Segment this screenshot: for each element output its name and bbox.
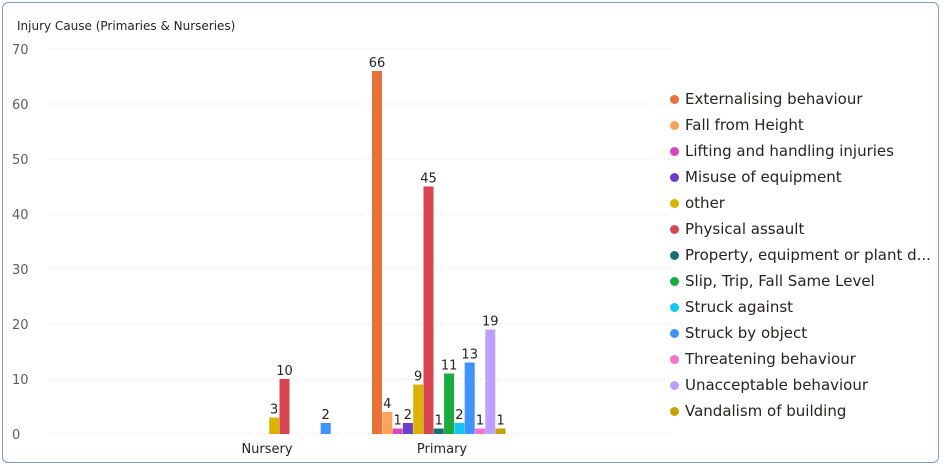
data-label: 2 [455,408,463,423]
y-tick-label: 40 [12,208,29,223]
legend-label: Property, equipment or plant d... [685,246,931,264]
legend-marker [670,146,679,156]
y-tick-label: 0 [12,428,20,443]
bar [392,428,403,434]
legend-item[interactable]: Slip, Trip, Fall Same Level [670,268,931,294]
legend-item[interactable]: Externalising behaviour [670,86,931,112]
y-tick-label: 10 [12,373,29,388]
legend-item[interactable]: Unacceptable behaviour [670,372,931,398]
x-tick-label: Primary [417,442,468,457]
legend: Externalising behaviour Fall from Height L… [670,86,931,424]
legend-label: Externalising behaviour [685,90,863,108]
legend-label: Struck against [685,298,794,316]
bar [475,428,485,434]
bar [464,362,475,434]
legend-label: Misuse of equipment [685,168,842,186]
legend-label: Threatening behaviour [685,350,856,368]
legend-item[interactable]: Property, equipment or plant d... [670,242,931,268]
data-label: 2 [404,408,412,423]
bar [269,417,280,434]
bar [454,423,465,434]
legend-label: Fall from Height [685,116,804,134]
legend-marker [670,250,679,260]
legend-label: Vandalism of building [685,402,847,420]
legend-item[interactable]: Lifting and handling injuries [670,138,931,164]
data-label: 45 [420,172,437,187]
data-label: 1 [435,414,443,429]
legend-label: other [685,194,725,212]
legend-item[interactable]: Struck against [670,294,931,320]
legend-label: Unacceptable behaviour [685,376,869,394]
legend-item[interactable]: Fall from Height [670,112,931,138]
legend-marker [670,224,679,234]
legend-marker [670,198,679,208]
legend-marker [670,302,679,312]
legend-label: Physical assault [685,220,805,238]
data-label: 10 [276,364,293,379]
bar [444,373,455,434]
bar [372,71,382,434]
y-tick-label: 20 [12,318,29,333]
legend-marker [670,354,679,364]
legend-item[interactable]: Threatening behaviour [670,346,931,372]
bar [485,329,496,434]
y-tick-label: 30 [12,263,29,278]
legend-item[interactable]: Physical assault [670,216,931,242]
legend-marker [670,94,679,104]
data-label: 4 [383,397,391,412]
data-label: 13 [461,348,478,363]
data-label: 1 [476,414,484,429]
bar [423,186,434,434]
data-label: 9 [414,370,422,385]
x-tick-label: Nursery [241,442,292,457]
y-tick-label: 60 [12,98,29,113]
bar [495,428,506,434]
legend-marker [670,328,679,338]
legend-label: Lifting and handling injuries [685,142,894,160]
data-label: 2 [322,408,330,423]
data-label: 1 [393,414,401,429]
bar [402,423,413,434]
legend-marker [670,406,679,416]
data-label: 11 [441,359,458,374]
data-label: 3 [270,403,278,418]
legend-label: Slip, Trip, Fall Same Level [685,272,875,290]
bar [320,423,331,434]
legend-item[interactable]: Struck by object [670,320,931,346]
legend-marker [670,172,679,182]
legend-marker [670,120,679,130]
chart-title: Injury Cause (Primaries & Nurseries) [17,19,236,33]
bar [279,379,290,434]
legend-marker [670,380,679,390]
data-label: 66 [369,56,386,71]
bar [382,412,393,434]
data-label: 19 [482,315,499,330]
legend-item[interactable]: other [670,190,931,216]
y-tick-label: 70 [12,43,29,58]
legend-item[interactable]: Misuse of equipment [670,164,931,190]
bar [433,428,444,434]
legend-item[interactable]: Vandalism of building [670,398,931,424]
data-label: 1 [496,414,504,429]
y-tick-label: 50 [12,153,29,168]
legend-marker [670,276,679,286]
bar [413,384,424,434]
legend-label: Struck by object [685,324,808,342]
